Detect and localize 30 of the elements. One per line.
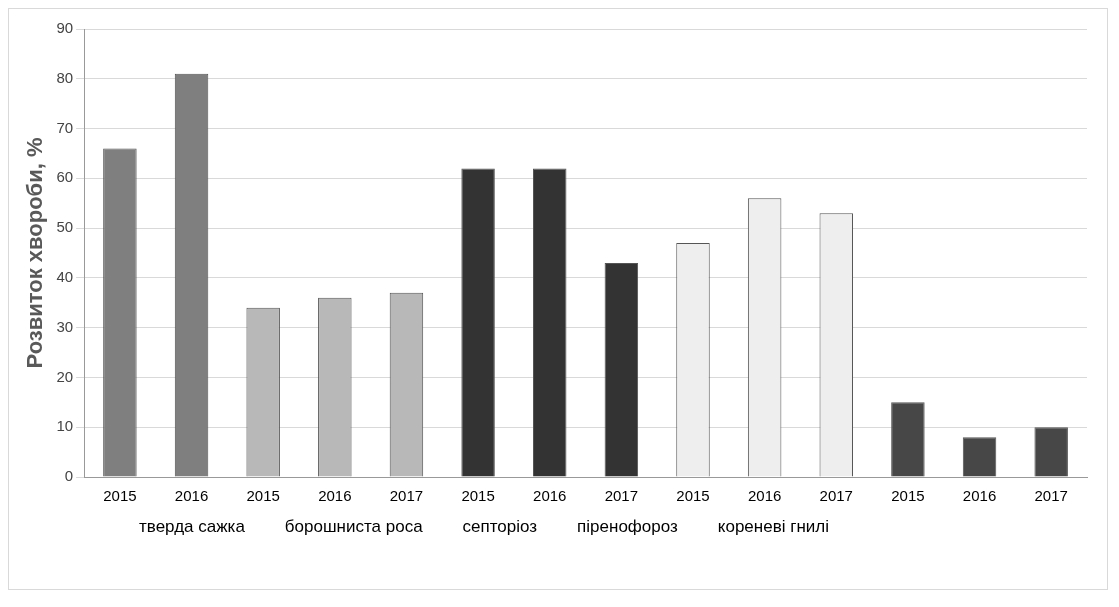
x-tick-label: 2016	[174, 487, 209, 505]
text: септоріоз	[462, 517, 538, 538]
y-tick-label: 30	[56, 317, 74, 335]
x-tick-label: 2015	[103, 487, 137, 505]
x-tick-label: 2015	[676, 487, 710, 505]
x-tick-label: 2016	[533, 487, 567, 505]
x-tick-label: 2016	[318, 487, 352, 505]
x-tick-label: 2017	[819, 487, 853, 505]
y-tick-label: 70	[56, 118, 74, 136]
y-tick-label: 80	[56, 68, 74, 86]
y-tick-label: 50	[56, 218, 74, 236]
text: борошниста роса	[284, 517, 423, 538]
x-tick-label: 2015	[461, 487, 495, 505]
x-tick-label: 2017	[1034, 487, 1068, 505]
y-tick-label: 60	[56, 168, 74, 186]
x-tick-label: 2015	[891, 487, 925, 505]
x-tick-label: 2017	[604, 487, 639, 505]
y-tick-label: 0	[64, 467, 74, 485]
text: піренофороз	[577, 517, 678, 538]
x-tick-label: 2016	[962, 487, 997, 505]
x-tick-label: 2015	[246, 487, 280, 505]
text: тверда сажка	[139, 517, 245, 538]
x-tick-label: 2017	[389, 487, 424, 505]
y-tick-label: 20	[56, 367, 74, 385]
y-axis-title: Розвиток хвороби, %	[22, 137, 48, 369]
text: кореневі гнилі	[717, 517, 829, 538]
y-tick-label: 40	[56, 268, 74, 286]
y-tick-label: 10	[56, 417, 74, 435]
y-tick-label: 90	[56, 19, 74, 37]
x-tick-label: 2016	[747, 487, 782, 505]
